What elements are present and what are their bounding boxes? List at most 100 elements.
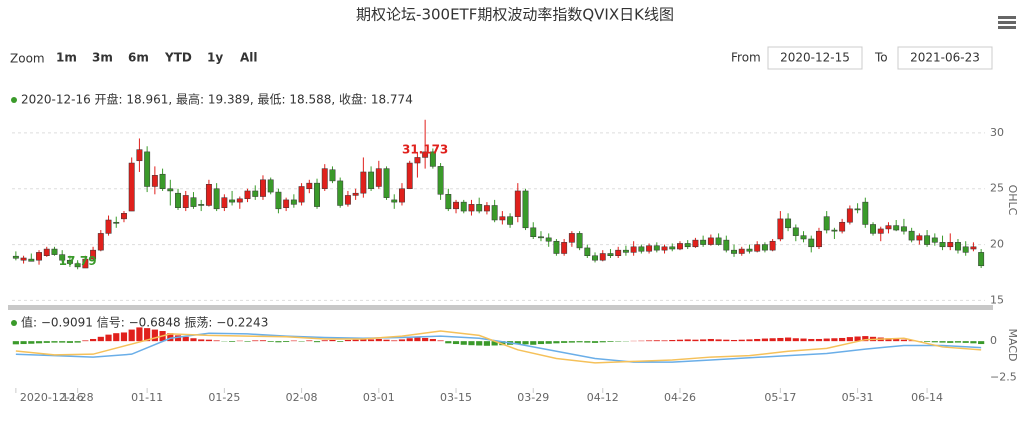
candle-body xyxy=(723,239,730,251)
macd-histogram-bar xyxy=(707,338,714,342)
candle-body xyxy=(375,168,382,187)
candle-body xyxy=(306,182,313,189)
candle-body xyxy=(885,225,892,230)
macd-histogram-bar xyxy=(514,341,521,345)
candle-body xyxy=(785,218,792,229)
macd-histogram-bar xyxy=(784,337,792,342)
macd-histogram-bar xyxy=(653,340,660,342)
candle-body xyxy=(947,242,954,248)
macd-histogram-bar xyxy=(645,340,653,342)
macd-histogram-bar xyxy=(900,339,908,342)
candle-body xyxy=(360,171,367,194)
candle-body xyxy=(97,233,104,251)
x-tick-label: 04-12 xyxy=(587,391,619,404)
to-input[interactable] xyxy=(897,46,993,70)
zoom-button[interactable]: 6m xyxy=(128,51,149,65)
zoom-button[interactable]: 1y xyxy=(207,51,223,65)
macd-histogram-bar xyxy=(885,338,892,342)
macd-histogram-bar xyxy=(800,338,807,342)
candle-body xyxy=(344,195,351,205)
zoom-button[interactable]: All xyxy=(240,51,258,65)
candle-body xyxy=(638,246,645,252)
candle-body xyxy=(352,192,359,196)
candle-body xyxy=(151,175,158,187)
macd-histogram-bar xyxy=(499,341,506,346)
candle-body xyxy=(731,249,737,254)
zoom-button[interactable]: 3m xyxy=(92,51,113,65)
macd-histogram-bar xyxy=(815,338,823,342)
x-tick-label: 03-15 xyxy=(440,391,472,404)
candle-body xyxy=(692,239,699,248)
candle-body xyxy=(800,235,807,240)
candle-body xyxy=(908,230,915,241)
macd-histogram-bar xyxy=(893,338,900,342)
candle-body xyxy=(576,233,583,249)
candle-body xyxy=(422,151,429,158)
macd-histogram-bar xyxy=(113,333,120,342)
macd-histogram-bar xyxy=(445,341,452,344)
candle-body xyxy=(128,162,135,212)
candle-body xyxy=(483,205,490,212)
zoom-button[interactable]: YTD xyxy=(164,51,192,65)
menu-bar xyxy=(998,21,1016,24)
macd-histogram-bar xyxy=(723,339,730,342)
zoom-button[interactable]: 1m xyxy=(56,51,77,65)
macd-histogram-bar xyxy=(337,341,344,342)
from-value: 2020-12-15 xyxy=(780,51,850,65)
y-tick-label: −2.5 xyxy=(990,370,1017,383)
candle-body xyxy=(900,226,907,232)
macd-histogram-bar xyxy=(553,341,560,344)
candle-body xyxy=(507,216,514,225)
candle-body xyxy=(236,198,243,203)
y-tick-label: 25 xyxy=(990,182,1004,195)
candle-body xyxy=(391,199,398,203)
macd-histogram-bar xyxy=(962,341,969,343)
candle-body xyxy=(530,227,537,237)
x-tick-label: 02-08 xyxy=(286,391,318,404)
candle-body xyxy=(754,244,761,252)
macd-histogram-bar xyxy=(437,340,444,342)
candle-body xyxy=(653,245,660,251)
macd-histogram-bar xyxy=(228,341,236,342)
candle-body xyxy=(275,191,282,210)
candle-body xyxy=(924,235,931,245)
candle-body xyxy=(36,252,42,261)
candle-body xyxy=(298,186,305,203)
macd-histogram-bar xyxy=(74,341,81,343)
macd-histogram-bar xyxy=(290,340,297,342)
macd-histogram-bar xyxy=(267,341,274,342)
macd-histogram-bar xyxy=(167,333,174,342)
pane-separator xyxy=(8,305,993,310)
macd-histogram-bar xyxy=(128,329,135,342)
candle-body xyxy=(491,205,498,221)
candle-body xyxy=(337,180,344,206)
macd-histogram-bar xyxy=(823,338,830,342)
macd-histogram-bar xyxy=(684,339,691,342)
candle-body xyxy=(931,237,938,243)
macd-histogram-bar xyxy=(59,341,66,343)
macd-histogram-bar xyxy=(522,341,529,345)
candle-body xyxy=(205,184,212,206)
macd-histogram-bar xyxy=(715,339,722,342)
x-tick-label: 12-28 xyxy=(62,391,94,404)
macd-histogram-bar xyxy=(329,339,336,342)
candle-body xyxy=(715,237,722,245)
candle-body xyxy=(816,230,822,248)
candle-body xyxy=(669,246,676,250)
y-tick-label: 0 xyxy=(990,334,997,347)
from-input[interactable] xyxy=(767,46,863,70)
candle-body xyxy=(553,240,560,254)
zoom-label: Zoom xyxy=(10,52,45,66)
candle-body xyxy=(839,221,846,232)
macd-histogram-bar xyxy=(792,338,799,342)
macd-histogram-bar xyxy=(35,341,43,344)
candle-body xyxy=(28,258,35,262)
macd-histogram-bar xyxy=(105,334,112,342)
macd-histogram-bar xyxy=(213,340,220,342)
candle-body xyxy=(221,197,228,208)
candle-body xyxy=(260,179,266,197)
candle-body xyxy=(970,246,977,250)
macd-histogram-bar xyxy=(599,341,606,343)
macd-histogram-bar xyxy=(429,338,436,342)
menu-button[interactable] xyxy=(998,16,1016,29)
